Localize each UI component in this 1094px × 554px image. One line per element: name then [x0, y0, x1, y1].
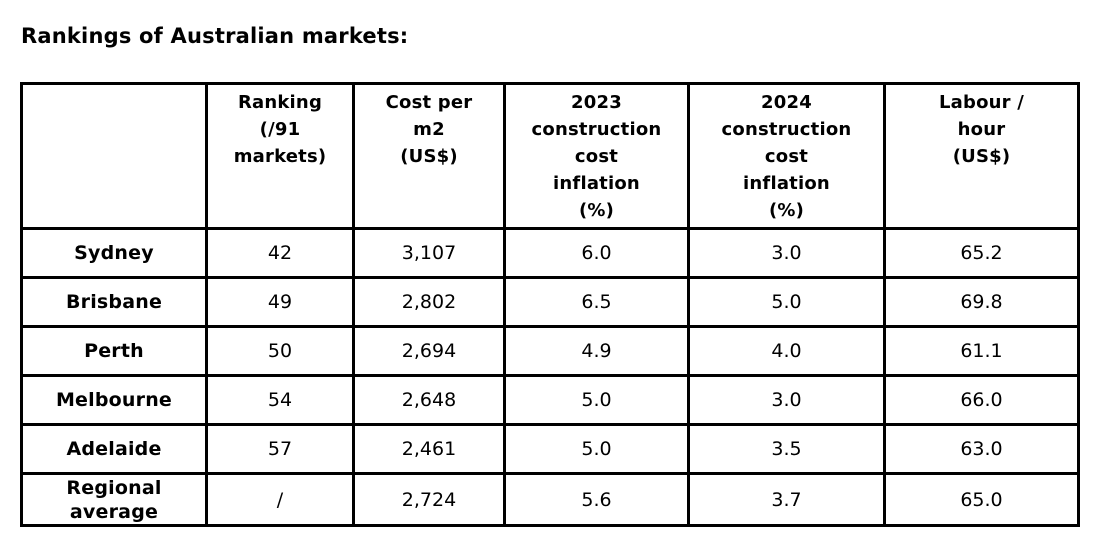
cell-sydney-cost-per-m2: 3,107	[352, 227, 506, 279]
table-row-regional-average: Regional average / 2,724 5.6 3.7 65.0	[20, 472, 1080, 527]
table-row-perth: Perth 50 2,694 4.9 4.0 61.1	[20, 325, 1080, 377]
row-label-perth: Perth	[20, 325, 208, 377]
cell-melbourne-2024-inflation: 3.0	[687, 374, 886, 426]
header-ranking: Ranking (/91 markets)	[205, 82, 355, 230]
cell-sydney-2023-inflation: 6.0	[503, 227, 690, 279]
cell-regional-average-2023-inflation: 5.6	[503, 472, 690, 527]
cell-melbourne-cost-per-m2: 2,648	[352, 374, 506, 426]
table-row-brisbane: Brisbane 49 2,802 6.5 5.0 69.8	[20, 276, 1080, 328]
row-label-brisbane: Brisbane	[20, 276, 208, 328]
cell-perth-ranking: 50	[205, 325, 355, 377]
cell-adelaide-labour-hour: 63.0	[883, 423, 1080, 475]
cell-regional-average-ranking: /	[205, 472, 355, 527]
markets-table: Ranking (/91 markets) Cost per m2 (US$) …	[20, 82, 1080, 527]
cell-regional-average-cost-per-m2: 2,724	[352, 472, 506, 527]
header-empty-cell	[20, 82, 208, 230]
page-title: Rankings of Australian markets:	[21, 24, 409, 48]
cell-regional-average-labour-hour: 65.0	[883, 472, 1080, 527]
cell-adelaide-2024-inflation: 3.5	[687, 423, 886, 475]
table-row-melbourne: Melbourne 54 2,648 5.0 3.0 66.0	[20, 374, 1080, 426]
cell-adelaide-2023-inflation: 5.0	[503, 423, 690, 475]
table-row-adelaide: Adelaide 57 2,461 5.0 3.5 63.0	[20, 423, 1080, 475]
cell-sydney-2024-inflation: 3.0	[687, 227, 886, 279]
header-row: Ranking (/91 markets) Cost per m2 (US$) …	[20, 82, 1080, 230]
cell-melbourne-2023-inflation: 5.0	[503, 374, 690, 426]
cell-adelaide-cost-per-m2: 2,461	[352, 423, 506, 475]
cell-brisbane-2023-inflation: 6.5	[503, 276, 690, 328]
header-labour-hour: Labour / hour (US$)	[883, 82, 1080, 230]
cell-brisbane-cost-per-m2: 2,802	[352, 276, 506, 328]
cell-perth-2024-inflation: 4.0	[687, 325, 886, 377]
table-row-sydney: Sydney 42 3,107 6.0 3.0 65.2	[20, 227, 1080, 279]
cell-melbourne-ranking: 54	[205, 374, 355, 426]
cell-regional-average-2024-inflation: 3.7	[687, 472, 886, 527]
cell-perth-2023-inflation: 4.9	[503, 325, 690, 377]
cell-perth-labour-hour: 61.1	[883, 325, 1080, 377]
cell-perth-cost-per-m2: 2,694	[352, 325, 506, 377]
cell-adelaide-ranking: 57	[205, 423, 355, 475]
row-label-melbourne: Melbourne	[20, 374, 208, 426]
row-label-sydney: Sydney	[20, 227, 208, 279]
header-cost-per-m2: Cost per m2 (US$)	[352, 82, 506, 230]
row-label-regional-average: Regional average	[20, 472, 208, 527]
cell-brisbane-ranking: 49	[205, 276, 355, 328]
header-2023-inflation: 2023 construction cost inflation (%)	[503, 82, 690, 230]
header-2024-inflation: 2024 construction cost inflation (%)	[687, 82, 886, 230]
cell-sydney-labour-hour: 65.2	[883, 227, 1080, 279]
cell-brisbane-labour-hour: 69.8	[883, 276, 1080, 328]
cell-sydney-ranking: 42	[205, 227, 355, 279]
cell-brisbane-2024-inflation: 5.0	[687, 276, 886, 328]
cell-melbourne-labour-hour: 66.0	[883, 374, 1080, 426]
row-label-adelaide: Adelaide	[20, 423, 208, 475]
